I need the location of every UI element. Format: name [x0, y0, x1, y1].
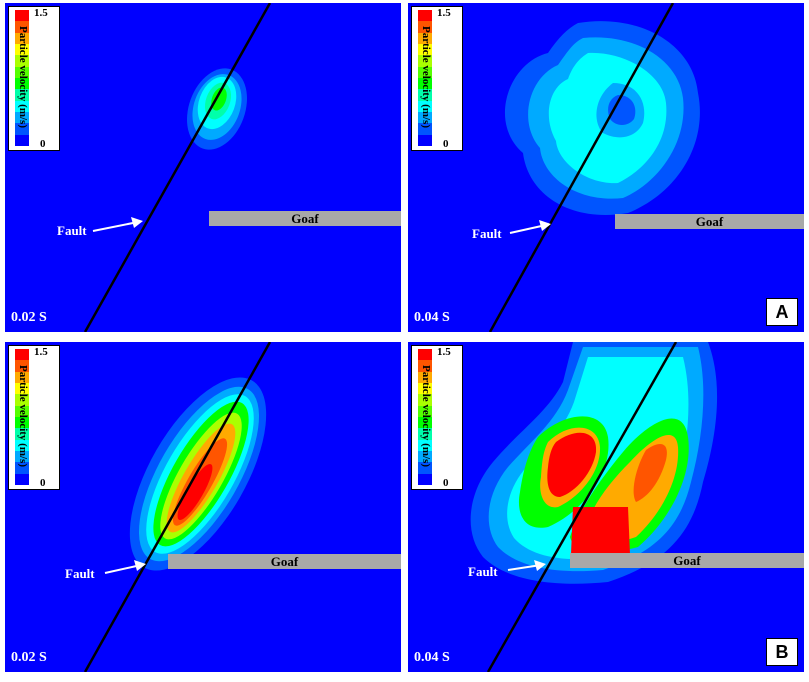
- legend-title: Particle velocity (m/s): [420, 25, 432, 128]
- legend: 1.5 0 Particle velocity (m/s): [411, 6, 463, 151]
- goaf-block: Goaf: [209, 211, 401, 226]
- time-label: 0.02 S: [11, 650, 47, 665]
- panel-a-0.02s: Goaf Fault 1.5 0 Particle velocity (m/s)…: [5, 3, 401, 332]
- fault-label: Fault: [65, 566, 95, 581]
- velocity-field: [129, 377, 267, 571]
- legend: 1.5 0 Particle velocity (m/s): [8, 6, 60, 151]
- legend: 1.5 0 Particle velocity (m/s): [411, 345, 463, 490]
- panel-b-0.04s: Goaf Fault 1.5 0 Particle velocity (m/s)…: [408, 342, 804, 672]
- legend-max: 1.5: [34, 346, 48, 358]
- legend-min: 0: [40, 477, 46, 489]
- fault-label: Fault: [472, 226, 502, 241]
- goaf-block: Goaf: [615, 214, 804, 229]
- time-label: 0.04 S: [414, 650, 450, 665]
- legend-colorbar: [15, 349, 29, 485]
- legend-max: 1.5: [437, 346, 451, 358]
- goaf-block: Goaf: [168, 554, 401, 569]
- panel-tag-a: A: [766, 298, 798, 326]
- goaf-block: Goaf: [570, 553, 804, 568]
- legend-title: Particle velocity (m/s): [17, 364, 29, 467]
- legend-max: 1.5: [437, 7, 451, 19]
- fault-label: Fault: [57, 223, 87, 238]
- legend-title: Particle velocity (m/s): [17, 25, 29, 128]
- fault-label: Fault: [468, 564, 498, 579]
- legend-colorbar: [418, 10, 432, 146]
- legend-min: 0: [443, 138, 449, 150]
- time-label: 0.02 S: [11, 310, 47, 325]
- legend: 1.5 0 Particle velocity (m/s): [8, 345, 60, 490]
- panel-a-0.04s: Goaf Fault 1.5 0 Particle velocity (m/s)…: [408, 3, 804, 332]
- velocity-field: [470, 342, 718, 584]
- time-label: 0.04 S: [414, 310, 450, 325]
- velocity-field: [187, 68, 247, 150]
- legend-colorbar: [15, 10, 29, 146]
- legend-max: 1.5: [34, 7, 48, 19]
- legend-colorbar: [418, 349, 432, 485]
- panel-b-0.02s: Goaf Fault 1.5 0 Particle velocity (m/s)…: [5, 342, 401, 672]
- legend-title: Particle velocity (m/s): [420, 364, 432, 467]
- legend-min: 0: [40, 138, 46, 150]
- velocity-field: [504, 21, 700, 215]
- legend-min: 0: [443, 477, 449, 489]
- panel-tag-b: B: [766, 638, 798, 666]
